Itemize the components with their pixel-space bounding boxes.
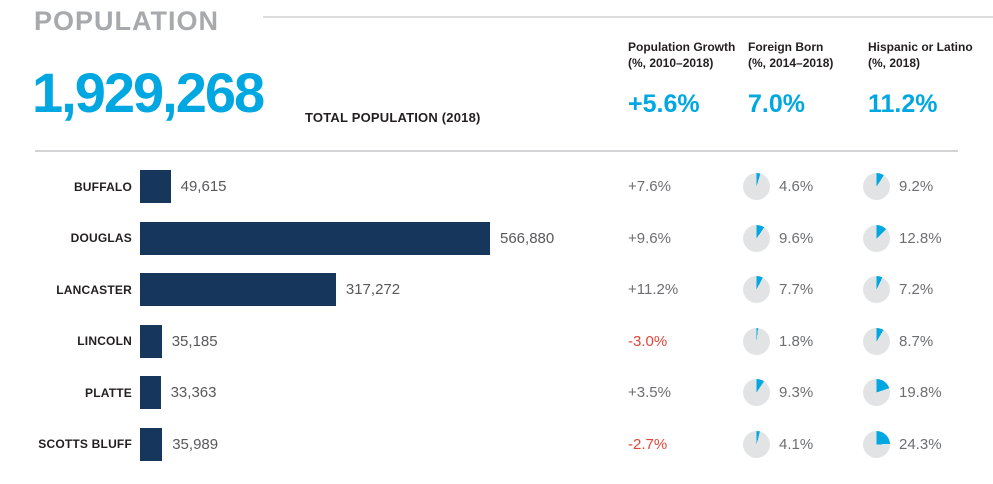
population-value: 49,615: [180, 178, 227, 196]
county-table: BUFFALO 49,615 +7.6% 4.6% 9.2% DOUGLAS 5…: [35, 161, 958, 470]
foreign-born-pie-icon: [743, 173, 770, 201]
foreign-born-value: 4.1%: [779, 435, 814, 453]
hispanic-cell: 19.8%: [860, 379, 958, 407]
growth-value: -2.7%: [628, 435, 668, 453]
county-label: LANCASTER: [56, 282, 132, 297]
hispanic-value: 8.7%: [899, 332, 934, 350]
hispanic-pie-icon: [863, 327, 890, 355]
growth-value: +3.5%: [628, 384, 671, 402]
table-row: DOUGLAS 566,880 +9.6% 9.6% 12.8%: [35, 213, 958, 265]
page-title: POPULATION: [34, 6, 219, 36]
column-header-line1: Foreign Born: [748, 40, 824, 54]
column-header-line2: (%, 2010–2018): [628, 55, 714, 70]
hispanic-cell: 8.7%: [860, 327, 958, 355]
hispanic-cell: 24.3%: [860, 430, 958, 458]
county-label: LINCOLN: [77, 334, 132, 349]
population-value: 317,272: [345, 281, 401, 299]
foreign-born-cell: 9.6%: [740, 224, 860, 252]
statewide-growth-value: +5.6%: [628, 90, 700, 118]
population-value: 33,363: [170, 384, 217, 402]
column-header-hispanic: Hispanic or Latino (%, 2018): [868, 40, 973, 71]
table-row: SCOTTS BLUFF 35,989 -2.7% 4.1% 24.3%: [35, 419, 958, 471]
hispanic-pie-icon: [863, 379, 890, 407]
county-label: DOUGLAS: [70, 231, 132, 246]
foreign-born-value: 9.6%: [779, 229, 814, 247]
title-rule: [263, 16, 993, 18]
foreign-born-pie-icon: [743, 327, 770, 355]
foreign-born-cell: 9.3%: [740, 379, 860, 407]
population-bar-cell: 317,272: [132, 273, 622, 307]
population-bar: [140, 427, 163, 461]
column-header-population-growth: Population Growth (%, 2010–2018): [628, 40, 735, 71]
foreign-born-value: 7.7%: [779, 281, 814, 299]
growth-value: +7.6%: [628, 178, 671, 196]
hispanic-cell: 12.8%: [860, 224, 958, 252]
foreign-born-pie-icon: [743, 224, 770, 252]
population-bar: [140, 273, 336, 307]
table-row: BUFFALO 49,615 +7.6% 4.6% 9.2%: [35, 161, 958, 213]
population-value: 35,185: [171, 332, 218, 350]
growth-value: -3.0%: [628, 332, 668, 350]
population-bar-cell: 35,185: [132, 324, 622, 358]
foreign-born-value: 4.6%: [779, 178, 814, 196]
population-bar: [140, 221, 490, 255]
foreign-born-pie-icon: [743, 276, 770, 304]
hispanic-pie-icon: [863, 173, 890, 201]
foreign-born-cell: 4.6%: [740, 173, 860, 201]
population-bar: [140, 170, 171, 204]
statewide-hispanic-value: 11.2%: [868, 90, 938, 118]
column-header-line2: (%, 2018): [868, 55, 921, 70]
population-bar-cell: 35,989: [132, 427, 622, 461]
hispanic-value: 19.8%: [899, 384, 942, 402]
total-population-label: TOTAL POPULATION (2018): [305, 110, 481, 125]
hispanic-cell: 7.2%: [860, 276, 958, 304]
population-bar: [140, 324, 162, 358]
foreign-born-cell: 7.7%: [740, 276, 860, 304]
statewide-foreign-born-value: 7.0%: [748, 90, 805, 118]
column-header-line1: Hispanic or Latino: [868, 40, 973, 54]
table-row: PLATTE 33,363 +3.5% 9.3% 19.8%: [35, 367, 958, 419]
foreign-born-cell: 1.8%: [740, 327, 860, 355]
hispanic-value: 12.8%: [899, 229, 942, 247]
growth-value: +11.2%: [628, 281, 679, 299]
column-header-line2: (%, 2014–2018): [748, 55, 834, 70]
foreign-born-value: 1.8%: [779, 332, 814, 350]
foreign-born-pie-icon: [743, 379, 770, 407]
growth-value: +9.6%: [628, 229, 671, 247]
hispanic-value: 7.2%: [899, 281, 934, 299]
population-bar-cell: 33,363: [132, 376, 622, 410]
column-header-line1: Population Growth: [628, 40, 736, 54]
hispanic-pie-icon: [863, 276, 890, 304]
hispanic-value: 9.2%: [899, 178, 934, 196]
table-row: LANCASTER 317,272 +11.2% 7.7% 7.2%: [35, 264, 958, 316]
population-value: 35,989: [172, 435, 219, 453]
population-bar: [140, 376, 161, 410]
county-label: BUFFALO: [73, 179, 132, 194]
hispanic-cell: 9.2%: [860, 173, 958, 201]
column-header-foreign-born: Foreign Born (%, 2014–2018): [748, 40, 833, 71]
hispanic-value: 24.3%: [899, 435, 942, 453]
foreign-born-value: 9.3%: [779, 384, 814, 402]
population-bar-cell: 49,615: [132, 170, 622, 204]
foreign-born-cell: 4.1%: [740, 430, 860, 458]
county-label: PLATTE: [85, 385, 132, 400]
county-label: SCOTTS BLUFF: [38, 437, 132, 452]
population-value: 566,880: [500, 229, 555, 247]
header-divider: [35, 150, 958, 152]
total-population-value: 1,929,268: [32, 61, 265, 124]
foreign-born-pie-icon: [743, 430, 770, 458]
population-bar-cell: 566,880: [132, 221, 622, 255]
hispanic-pie-icon: [863, 224, 890, 252]
table-row: LINCOLN 35,185 -3.0% 1.8% 8.7%: [35, 316, 958, 368]
hispanic-pie-icon: [863, 430, 890, 458]
